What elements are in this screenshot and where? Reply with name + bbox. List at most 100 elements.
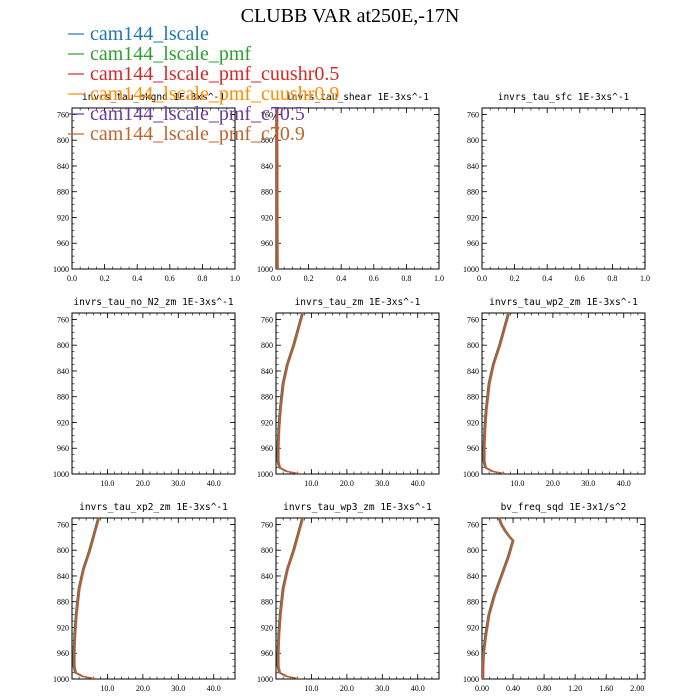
series-line-3 — [73, 518, 99, 679]
x-tick-label: 10.0 — [100, 684, 114, 693]
x-tick-label: 0.80 — [537, 684, 551, 693]
y-tick-label: 800 — [261, 341, 273, 350]
x-tick-label: 10.0 — [304, 684, 318, 693]
series-line-2 — [276, 518, 303, 679]
y-tick-label: 880 — [261, 393, 273, 402]
y-tick-label: 920 — [57, 418, 69, 427]
x-tick-label: 0.0 — [67, 274, 77, 283]
x-tick-label: 0.0 — [271, 274, 281, 283]
x-tick-label: 1.0 — [230, 274, 240, 283]
y-tick-label: 1000 — [53, 470, 69, 479]
figure-title: CLUBB VAR at250E,-17N — [241, 5, 460, 27]
series-line-3 — [482, 518, 514, 679]
y-tick-label: 840 — [467, 572, 479, 581]
y-tick-label: 880 — [467, 188, 479, 197]
y-tick-label: 880 — [57, 393, 69, 402]
x-tick-label: 30.0 — [171, 479, 185, 488]
y-tick-label: 880 — [57, 188, 69, 197]
panel-9: bv_freq_sqd 1E-3x1/s^2 760 800 840 880 920 960… — [463, 502, 646, 693]
y-tick-label: 880 — [261, 188, 273, 197]
y-tick-label: 1000 — [463, 470, 479, 479]
x-tick-label: 0.8 — [197, 274, 207, 283]
y-tick-label: 800 — [261, 136, 273, 145]
y-tick-label: 840 — [261, 162, 273, 171]
y-tick-label: 800 — [261, 546, 273, 555]
panel-1: invrs_tau_bkgnd 1E-3xs^-1 760 800 840 880 920… — [53, 92, 240, 283]
x-tick-label: 0.4 — [132, 274, 142, 283]
y-tick-label: 840 — [57, 367, 69, 376]
x-tick-label: 1.0 — [434, 274, 444, 283]
y-tick-label: 920 — [261, 623, 273, 632]
series-line-4 — [277, 518, 304, 679]
x-tick-label: 0.0 — [477, 274, 487, 283]
x-tick-label: 40.0 — [617, 479, 631, 488]
series-line-1 — [276, 518, 303, 679]
legend-label: cam144_lscale_pmf_c70.9 — [90, 123, 305, 145]
series-line-5 — [278, 313, 304, 474]
series-line-1 — [72, 518, 99, 679]
x-tick-label: 40.0 — [207, 684, 221, 693]
series-line-6 — [278, 518, 305, 679]
y-tick-label: 760 — [467, 520, 479, 529]
panel-title: bv_freq_sqd 1E-3x1/s^2 — [501, 502, 627, 513]
series-line-6 — [74, 518, 101, 679]
x-tick-label: 0.2 — [304, 274, 314, 283]
legend-label: cam144_lscale_pmf — [90, 43, 251, 65]
plot-frame — [275, 517, 440, 680]
y-tick-label: 1000 — [463, 265, 479, 274]
series-line-5 — [278, 518, 304, 679]
y-tick-label: 920 — [467, 213, 479, 222]
x-tick-label: 0.4 — [542, 274, 552, 283]
y-tick-label: 760 — [261, 110, 273, 119]
y-tick-label: 1000 — [53, 265, 69, 274]
x-tick-label: 1.0 — [640, 274, 650, 283]
panel-3: invrs_tau_sfc 1E-3xs^-1 760 800 840 880 920 96… — [463, 92, 650, 283]
x-tick-label: 30.0 — [171, 684, 185, 693]
series-line-5 — [74, 518, 100, 679]
x-tick-label: 0.8 — [607, 274, 617, 283]
panel-2: invrs_tau_shear 1E-3xs^-1 760 800 840 880 920… — [257, 92, 444, 283]
y-tick-label: 960 — [57, 444, 69, 453]
panel-title: invrs_tau_shear 1E-3xs^-1 — [286, 92, 429, 103]
y-tick-label: 920 — [467, 418, 479, 427]
series-line-1 — [482, 313, 509, 474]
panel-title: invrs_tau_wp2_zm 1E-3xs^-1 — [489, 297, 638, 308]
series-line-3 — [277, 313, 303, 474]
x-tick-label: 0.6 — [165, 274, 175, 283]
panel-6: invrs_tau_wp2_zm 1E-3xs^-1 760 800 840 880 92… — [463, 297, 646, 488]
x-tick-label: 0.2 — [510, 274, 520, 283]
y-tick-label: 800 — [467, 341, 479, 350]
legend: cam144_lscalecam144_lscale_pmfcam144_lsc… — [68, 23, 339, 145]
y-tick-label: 960 — [467, 444, 479, 453]
y-tick-label: 920 — [467, 623, 479, 632]
series-line-3 — [277, 518, 303, 679]
y-tick-label: 760 — [261, 315, 273, 324]
x-tick-label: 20.0 — [340, 479, 354, 488]
y-tick-label: 880 — [467, 393, 479, 402]
x-tick-label: 0.2 — [100, 274, 110, 283]
series-line-6 — [278, 313, 305, 474]
panel-title: invrs_tau_zm 1E-3xs^-1 — [295, 297, 421, 308]
y-tick-label: 960 — [467, 239, 479, 248]
y-tick-label: 1000 — [257, 675, 273, 684]
series-line-4 — [73, 518, 100, 679]
y-tick-label: 960 — [261, 444, 273, 453]
x-tick-label: 30.0 — [581, 479, 595, 488]
legend-item: cam144_lscale_pmf_cuushr0.9 — [68, 83, 339, 105]
series-line-4 — [483, 313, 510, 474]
x-tick-label: 40.0 — [207, 479, 221, 488]
y-tick-label: 960 — [261, 239, 273, 248]
y-tick-label: 1000 — [257, 470, 273, 479]
y-tick-label: 880 — [261, 598, 273, 607]
x-tick-label: 1.60 — [599, 684, 613, 693]
y-tick-label: 760 — [57, 110, 69, 119]
series-line-3 — [483, 313, 509, 474]
panel-title: invrs_tau_no_N2_zm 1E-3xs^-1 — [73, 297, 233, 308]
panel-title: invrs_tau_xp2_zm 1E-3xs^-1 — [79, 502, 228, 513]
series-line-4 — [482, 518, 514, 679]
x-tick-label: 30.0 — [375, 684, 389, 693]
x-tick-label: 0.00 — [475, 684, 489, 693]
y-tick-label: 840 — [57, 572, 69, 581]
panel-7: invrs_tau_xp2_zm 1E-3xs^-1 760 800 840 880 92… — [53, 502, 236, 693]
